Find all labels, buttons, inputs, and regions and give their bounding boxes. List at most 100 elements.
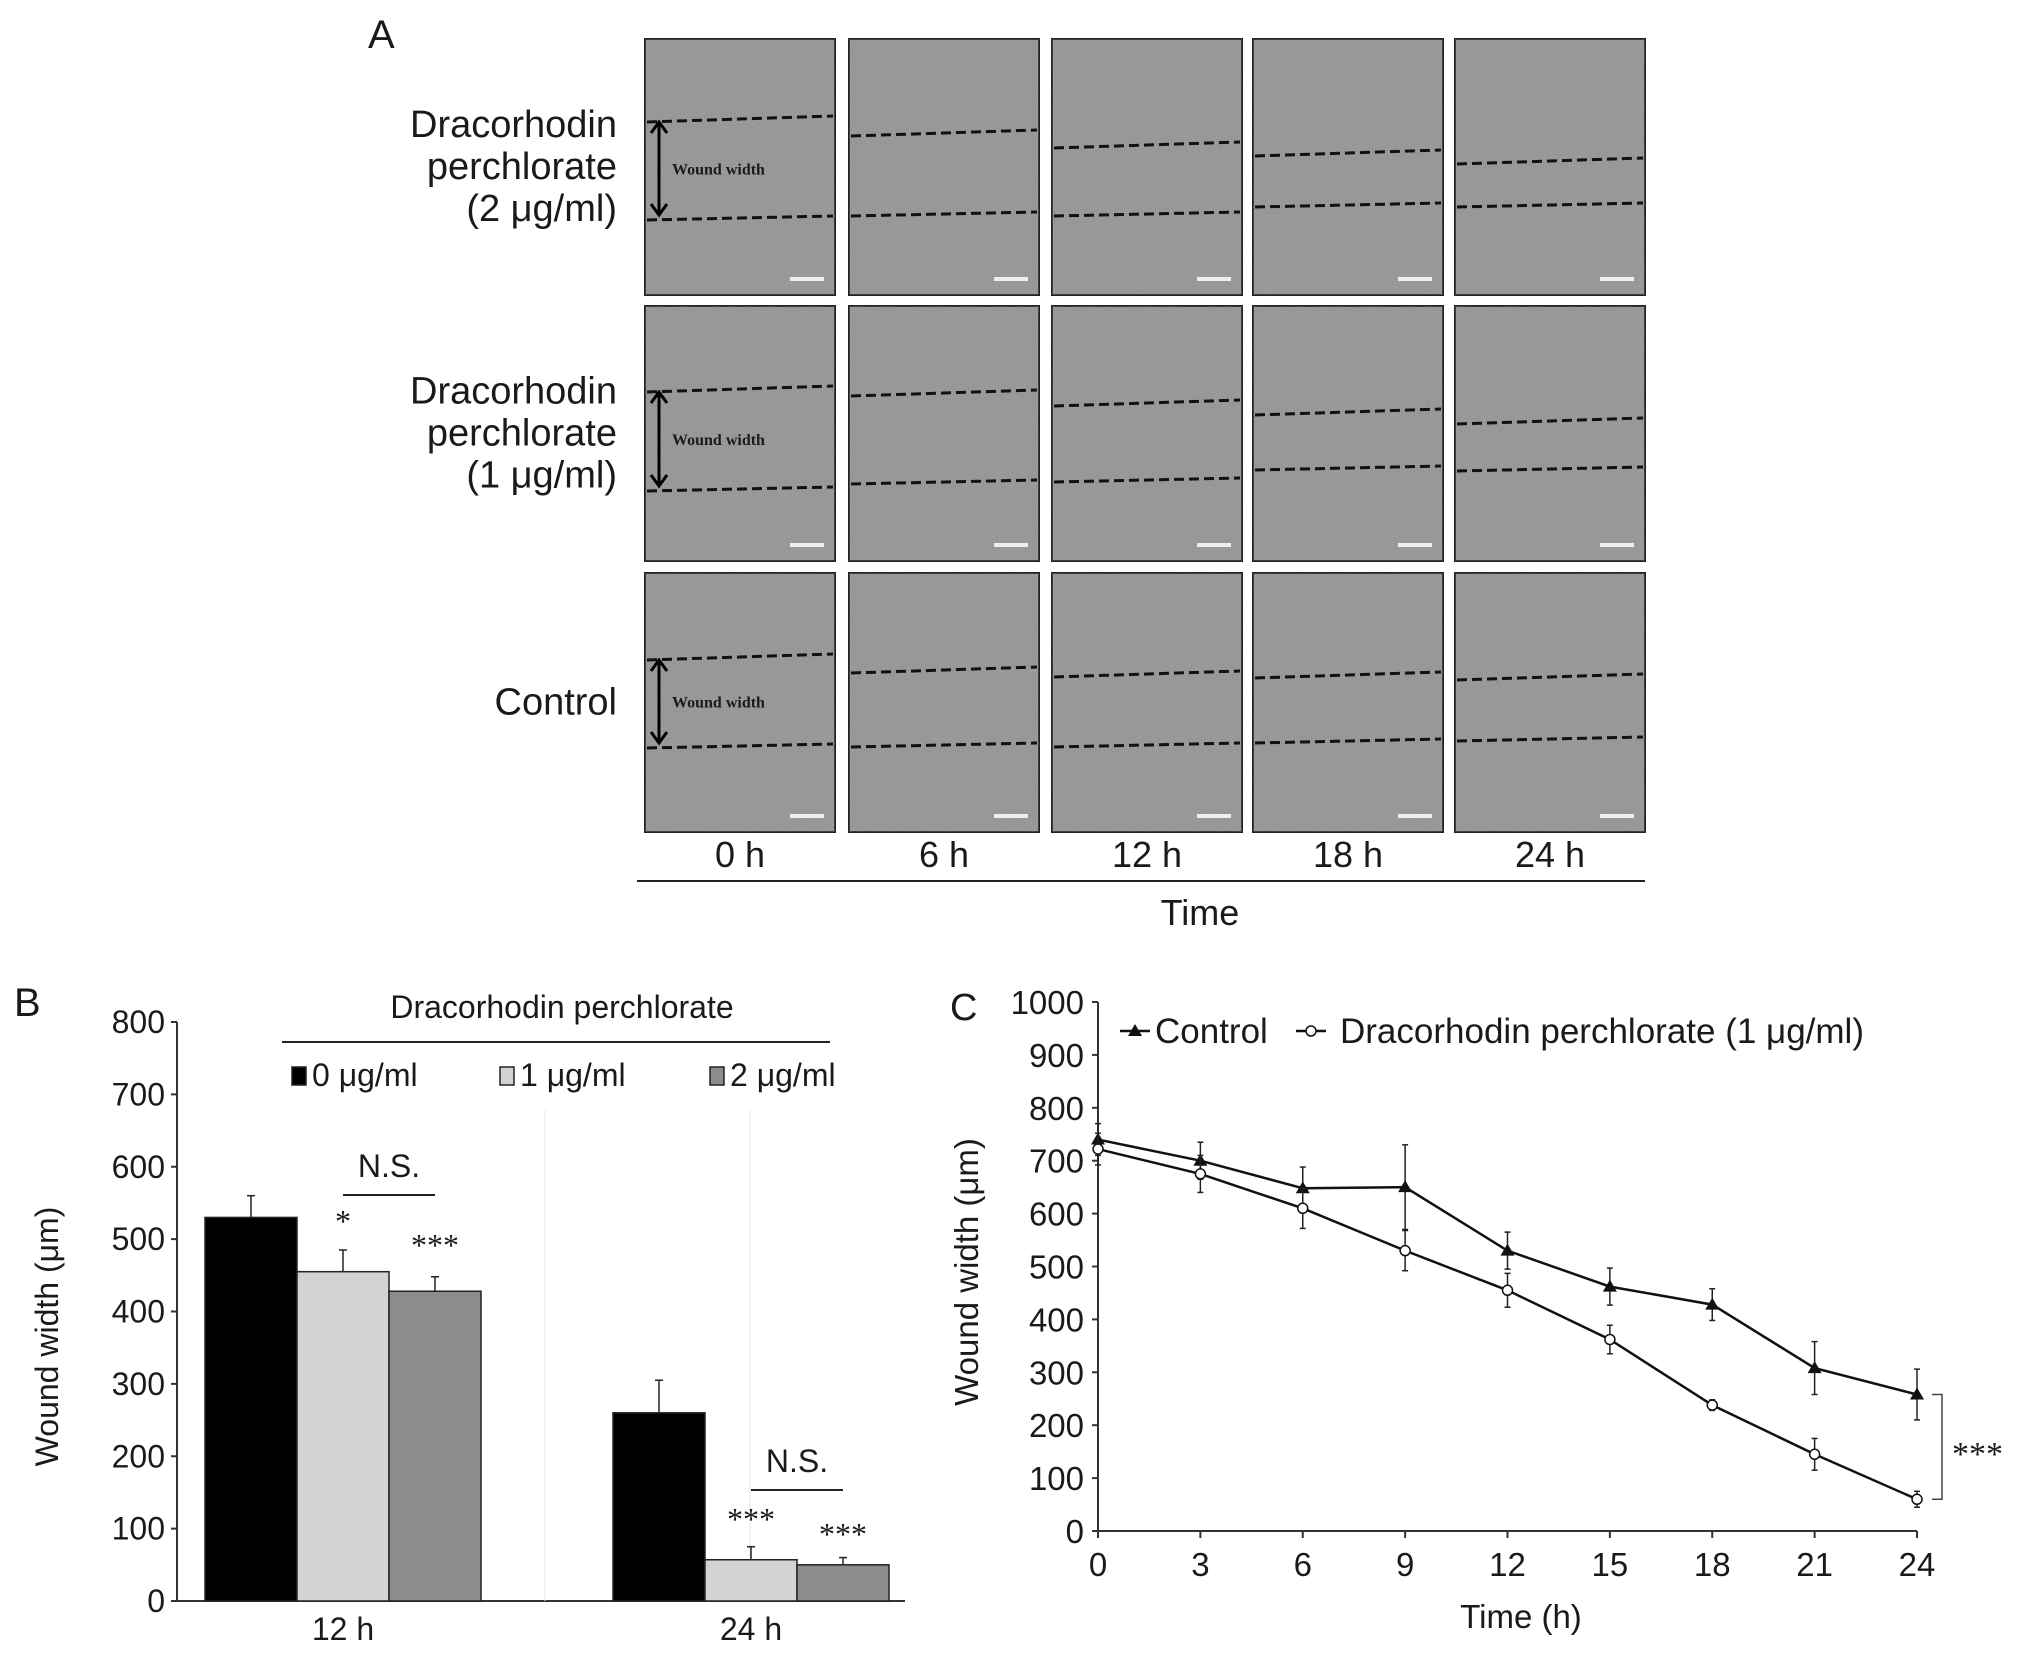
- x-tick-label: 15: [1592, 1546, 1629, 1583]
- wound-edge-bottom: [850, 741, 1038, 749]
- scale-bar: [1197, 277, 1231, 281]
- triangle-marker: [1910, 1387, 1924, 1400]
- scale-bar: [790, 814, 824, 818]
- wound-edge-top: [850, 388, 1038, 398]
- micrograph-texture: [1253, 39, 1443, 295]
- wound-edge-top: [850, 128, 1038, 138]
- circle-marker: [1501, 1284, 1514, 1297]
- wound-edge-bottom: [646, 742, 834, 750]
- panel-a-label: A: [368, 13, 395, 57]
- ns-label: N.S.: [358, 1148, 420, 1184]
- scale-bar: [994, 814, 1028, 818]
- row-label: perchlorate: [427, 146, 617, 188]
- legend-swatch: [709, 1066, 725, 1086]
- significance-marker: *: [335, 1203, 351, 1239]
- x-tick-label: 24 h: [720, 1611, 782, 1647]
- triangle-marker: [1398, 1180, 1413, 1193]
- y-tick-label: 700: [112, 1076, 165, 1112]
- significance-marker: ***: [411, 1227, 459, 1263]
- legend-circle-icon: [1305, 1025, 1317, 1037]
- y-tick-label: 800: [1029, 1090, 1084, 1127]
- scale-bar: [1197, 543, 1231, 547]
- row-label: (2 μg/ml): [466, 188, 617, 230]
- wound-width-annotation: Wound width: [672, 695, 765, 712]
- x-tick-label: 9: [1396, 1546, 1414, 1583]
- y-axis-label: Wound width (μm): [948, 1138, 985, 1406]
- legend-triangle-icon: [1128, 1024, 1142, 1036]
- row-label: Control: [495, 682, 618, 724]
- row-label: Dracorhodin: [410, 104, 617, 146]
- y-tick-label: 500: [1029, 1249, 1084, 1286]
- legend-label: Dracorhodin perchlorate (1 μg/ml): [1340, 1012, 1864, 1051]
- triangle-marker: [1602, 1279, 1617, 1292]
- wound-edge-top: [1456, 156, 1644, 166]
- arrow-head-down-icon: [649, 731, 669, 746]
- column-label: 24 h: [1515, 834, 1585, 875]
- arrow-head-down-icon: [649, 474, 669, 489]
- micrograph-texture: [645, 306, 835, 561]
- triangle-marker: [1295, 1181, 1310, 1194]
- wound-edge-bottom: [850, 210, 1038, 218]
- column-label: 0 h: [715, 834, 765, 875]
- wound-edge-top: [1053, 398, 1241, 408]
- legend-swatch: [499, 1066, 515, 1086]
- panel-b-label: B: [14, 981, 41, 1025]
- row-label: perchlorate: [427, 413, 617, 455]
- scale-bar: [1197, 814, 1231, 818]
- scale-bar: [1600, 277, 1634, 281]
- arrow-head-up-icon: [649, 119, 669, 134]
- legend-swatch: [291, 1066, 307, 1086]
- legend-label: 0 μg/ml: [312, 1057, 418, 1093]
- wound-edge-bottom: [1053, 476, 1241, 484]
- micrograph-texture: [1253, 306, 1443, 561]
- bar: [388, 1290, 482, 1602]
- y-tick-label: 600: [112, 1149, 165, 1185]
- circle-marker: [1911, 1493, 1923, 1506]
- ns-label: N.S.: [766, 1443, 828, 1479]
- y-tick-label: 1000: [1011, 984, 1084, 1021]
- wound-edge-bottom: [1456, 201, 1644, 209]
- y-tick-label: 800: [112, 1004, 165, 1040]
- micrograph-texture: [1052, 39, 1242, 295]
- y-tick-label: 300: [112, 1366, 165, 1402]
- time-axis-label: Time: [1161, 892, 1240, 933]
- bar: [296, 1270, 390, 1602]
- circle-marker: [1399, 1244, 1411, 1257]
- wound-edge-top: [1254, 148, 1442, 158]
- micrograph-texture: [1052, 573, 1242, 832]
- wound-edge-top: [1254, 407, 1442, 417]
- micrograph-texture: [849, 39, 1039, 295]
- x-tick-label: 0: [1089, 1546, 1107, 1583]
- wound-edge-top: [850, 665, 1038, 675]
- panel-b-bar-chart: 0 100 200 300 400 500 600 700 800 Wound width (μm…: [29, 989, 905, 1647]
- wound-edge-bottom: [646, 214, 834, 222]
- y-tick-label: 500: [112, 1221, 165, 1257]
- micrograph-texture: [849, 573, 1039, 832]
- scale-bar: [790, 277, 824, 281]
- circle-marker: [1604, 1333, 1616, 1346]
- wound-edge-bottom: [1456, 735, 1644, 743]
- bar: [612, 1412, 706, 1602]
- y-tick-label: 200: [112, 1438, 165, 1474]
- y-tick-label: 600: [1029, 1196, 1084, 1233]
- wound-edge-bottom: [1053, 210, 1241, 218]
- wound-edge-top: [1053, 140, 1241, 150]
- legend-label: Control: [1155, 1012, 1268, 1051]
- arrow-head-up-icon: [649, 389, 669, 404]
- scale-bar: [994, 543, 1028, 547]
- y-axis-label: Wound width (μm): [29, 1207, 65, 1467]
- y-tick-label: 100: [112, 1511, 165, 1547]
- y-tick-label: 0: [147, 1583, 165, 1619]
- wound-edge-top: [1254, 670, 1442, 680]
- wound-edge-top: [646, 384, 834, 394]
- series-line: [1097, 1147, 1918, 1501]
- y-tick-label: 700: [1029, 1143, 1084, 1180]
- scale-bar: [1600, 814, 1634, 818]
- bar: [796, 1564, 890, 1602]
- scale-bar: [1398, 814, 1432, 818]
- x-axis-label: Time (h): [1460, 1598, 1582, 1635]
- micrograph-texture: [1052, 306, 1242, 561]
- y-tick-label: 300: [1029, 1354, 1084, 1391]
